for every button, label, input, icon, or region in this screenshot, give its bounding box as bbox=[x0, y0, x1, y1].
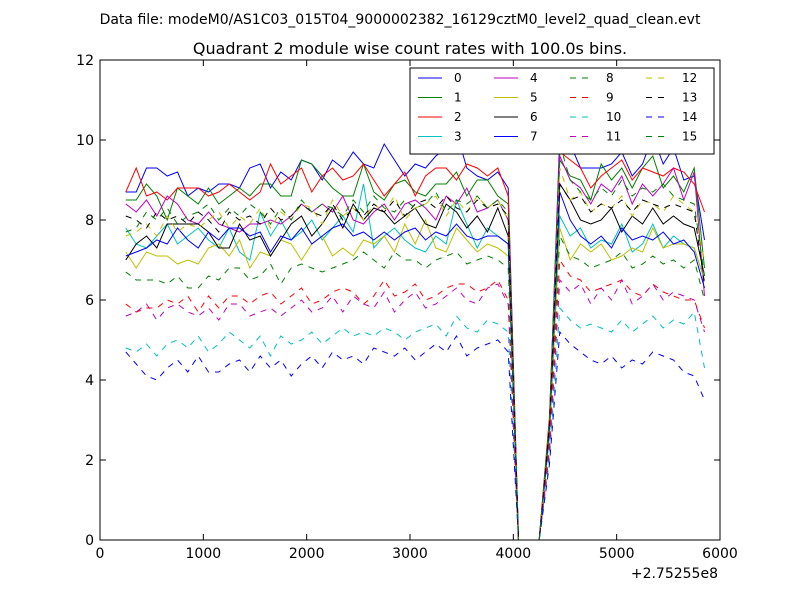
y-tick-label: 4 bbox=[85, 373, 94, 389]
series-line-7 bbox=[125, 191, 705, 540]
legend-label-2: 2 bbox=[454, 110, 462, 124]
legend-label-5: 5 bbox=[530, 91, 538, 105]
plot-frame bbox=[99, 59, 721, 541]
series-line-2 bbox=[125, 151, 705, 540]
x-tick-label: 1000 bbox=[186, 546, 222, 562]
y-tick-label: 12 bbox=[76, 53, 94, 69]
x-tick-label: 0 bbox=[96, 546, 105, 562]
y-tick-label: 0 bbox=[85, 533, 94, 549]
x-offset-label: +2.75255e8 bbox=[631, 566, 718, 582]
legend-label-14: 14 bbox=[682, 110, 697, 124]
legend-label-11: 11 bbox=[606, 130, 621, 144]
legend-label-15: 15 bbox=[682, 130, 697, 144]
legend-label-6: 6 bbox=[530, 110, 538, 124]
series-line-14 bbox=[125, 330, 705, 540]
series-layer bbox=[125, 130, 705, 540]
y-tick-label: 6 bbox=[85, 293, 94, 309]
legend-label-12: 12 bbox=[682, 71, 697, 85]
series-line-13 bbox=[125, 182, 705, 540]
legend-box bbox=[409, 67, 715, 155]
legend-label-10: 10 bbox=[606, 110, 621, 124]
series-line-12 bbox=[125, 167, 705, 540]
legend-label-0: 0 bbox=[454, 71, 462, 85]
legend-label-1: 1 bbox=[454, 91, 462, 105]
legend-label-13: 13 bbox=[682, 91, 697, 105]
x-tick-label: 2000 bbox=[289, 546, 325, 562]
legend-label-8: 8 bbox=[606, 71, 614, 85]
y-tick-label: 10 bbox=[76, 133, 94, 149]
series-line-10 bbox=[125, 306, 705, 540]
chart-title: Quadrant 2 module wise count rates with … bbox=[193, 39, 627, 58]
x-tick-label: 4000 bbox=[496, 546, 532, 562]
legend-label-7: 7 bbox=[530, 130, 538, 144]
x-tick-label: 5000 bbox=[599, 546, 635, 562]
x-tick-label: 3000 bbox=[392, 546, 428, 562]
series-line-9 bbox=[125, 258, 705, 540]
series-line-8 bbox=[125, 234, 705, 540]
legend-label-3: 3 bbox=[454, 130, 462, 144]
legend-label-4: 4 bbox=[530, 71, 538, 85]
series-line-3 bbox=[125, 183, 705, 540]
data-file-title: Data file: modeM0/AS1C03_015T04_90000023… bbox=[100, 12, 701, 28]
legend-label-9: 9 bbox=[606, 91, 614, 105]
y-tick-label: 8 bbox=[85, 213, 94, 229]
y-tick-label: 2 bbox=[85, 453, 94, 469]
series-line-1 bbox=[125, 154, 705, 540]
x-tick-label: 6000 bbox=[702, 546, 738, 562]
series-line-0 bbox=[125, 130, 705, 540]
